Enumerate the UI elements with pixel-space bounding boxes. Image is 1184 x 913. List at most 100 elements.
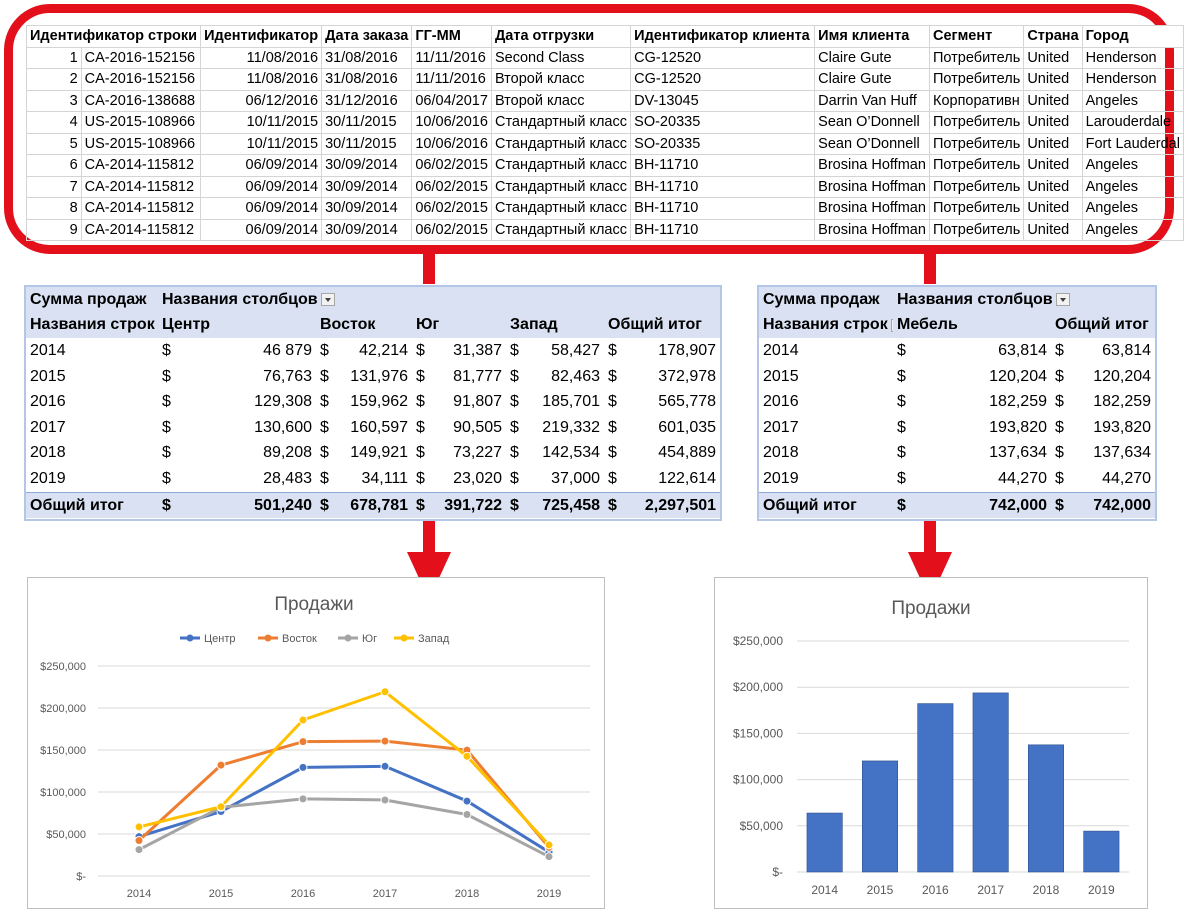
source-cell: Второй класс — [491, 69, 630, 91]
pivot-region-value: 91,807 — [430, 389, 506, 415]
source-cell: BH-11710 — [631, 176, 815, 198]
source-cell: 06/12/2016 — [201, 90, 322, 112]
source-cell: CG-12520 — [631, 69, 815, 91]
pivot-furniture-value: 120,204 — [911, 364, 1051, 390]
y-tick-label: $100,000 — [40, 787, 86, 799]
pivot-furniture-value: 63,814 — [1069, 338, 1155, 364]
source-cell: 31/08/2016 — [322, 69, 412, 91]
currency-symbol: $ — [893, 441, 911, 467]
x-tick-label: 2018 — [455, 888, 479, 900]
source-cell: Потребитель — [930, 219, 1024, 241]
source-cell: United — [1024, 90, 1082, 112]
currency-symbol: $ — [158, 389, 176, 415]
currency-symbol: $ — [893, 338, 911, 364]
x-tick-label: 2017 — [977, 883, 1004, 897]
pivot-region-value: 82,463 — [524, 364, 604, 390]
source-cell: 30/09/2014 — [322, 155, 412, 177]
currency-symbol: $ — [1051, 389, 1069, 415]
data-point — [135, 823, 143, 831]
currency-symbol: $ — [316, 338, 334, 364]
filter-dropdown-icon[interactable] — [891, 319, 893, 332]
source-column-header: ГГ-ММ — [412, 26, 492, 48]
pivot-row-labels-cell: Названия строк — [759, 313, 893, 339]
currency-symbol: $ — [158, 338, 176, 364]
pivot-region-total-label: Общий итог — [26, 492, 158, 518]
pivot-furniture-value: 63,814 — [911, 338, 1051, 364]
source-cell: 10/06/2016 — [412, 112, 492, 134]
arrow-shaft-left — [423, 521, 435, 553]
source-cell: United — [1024, 198, 1082, 220]
x-tick-label: 2016 — [291, 888, 315, 900]
currency-symbol: $ — [316, 364, 334, 390]
source-cell: 06/02/2015 — [412, 176, 492, 198]
pivot-region-data-row: 2014$46 879$42,214$31,387$58,427$178,907 — [26, 338, 720, 364]
pivot-region-value: 142,534 — [524, 441, 604, 467]
legend-marker — [265, 635, 272, 642]
currency-symbol: $ — [893, 466, 911, 492]
source-cell: United — [1024, 47, 1082, 69]
pivot-furniture-col-labels: Названия столбцов — [897, 291, 1053, 308]
pivot-furniture-value: 120,204 — [1069, 364, 1155, 390]
filter-dropdown-icon[interactable] — [1056, 293, 1070, 306]
data-point — [381, 796, 389, 804]
currency-symbol: $ — [1051, 492, 1069, 518]
pivot-row-labels-cell: Названия строк — [26, 313, 158, 339]
legend-marker — [345, 635, 352, 642]
source-cell: Стандартный класс — [491, 133, 630, 155]
source-cell: Потребитель — [930, 198, 1024, 220]
pivot-furniture-value: 182,259 — [911, 389, 1051, 415]
pivot-region-value: 28,483 — [176, 466, 316, 492]
line-chart-title: Продажи — [274, 594, 353, 615]
x-tick-label: 2014 — [811, 883, 838, 897]
currency-symbol: $ — [1051, 338, 1069, 364]
source-cell: Henderson — [1082, 47, 1183, 69]
data-point — [299, 716, 307, 724]
pivot-furniture-year: 2016 — [759, 389, 893, 415]
source-cell: 4 — [27, 112, 82, 134]
pivot-col-labels-cell: Названия столбцов — [158, 287, 412, 313]
currency-symbol: $ — [506, 415, 524, 441]
currency-symbol: $ — [506, 441, 524, 467]
y-tick-label: $50,000 — [740, 819, 784, 833]
currency-symbol: $ — [158, 466, 176, 492]
pivot-region-value: 46 879 — [176, 338, 316, 364]
currency-symbol: $ — [412, 492, 430, 518]
source-column-header: Город — [1082, 26, 1183, 48]
pivot-furniture-value: 137,634 — [911, 441, 1051, 467]
currency-symbol: $ — [316, 389, 334, 415]
filter-dropdown-icon[interactable] — [321, 293, 335, 306]
source-column-header: Идентификатор строки — [27, 26, 201, 48]
source-cell: 31/12/2016 — [322, 90, 412, 112]
source-cell: 8 — [27, 198, 82, 220]
legend-label: Запад — [418, 633, 450, 645]
pivot-region-value: 23,020 — [430, 466, 506, 492]
pivot-region-value: 89,208 — [176, 441, 316, 467]
source-cell: 06/09/2014 — [201, 219, 322, 241]
y-tick-label: $200,000 — [733, 680, 783, 694]
source-cell: 1 — [27, 47, 82, 69]
pivot-region-total-value: 678,781 — [334, 492, 412, 518]
source-cell: 9 — [27, 219, 82, 241]
x-tick-label: 2014 — [127, 888, 151, 900]
source-cell: United — [1024, 133, 1082, 155]
source-cell: Стандартный класс — [491, 155, 630, 177]
pivot-region-value: 81,777 — [430, 364, 506, 390]
data-point — [463, 797, 471, 805]
pivot-region-column-header: Юг — [412, 313, 506, 339]
data-point — [545, 853, 553, 861]
source-cell: CA-2014-115812 — [81, 198, 200, 220]
currency-symbol: $ — [1051, 415, 1069, 441]
source-cell: 11/08/2016 — [201, 69, 322, 91]
series-line-1 — [139, 741, 549, 847]
source-cell: Claire Gute — [815, 47, 930, 69]
bar-2014 — [807, 813, 842, 872]
source-cell: 06/02/2015 — [412, 155, 492, 177]
pivot-region-value: 31,387 — [430, 338, 506, 364]
